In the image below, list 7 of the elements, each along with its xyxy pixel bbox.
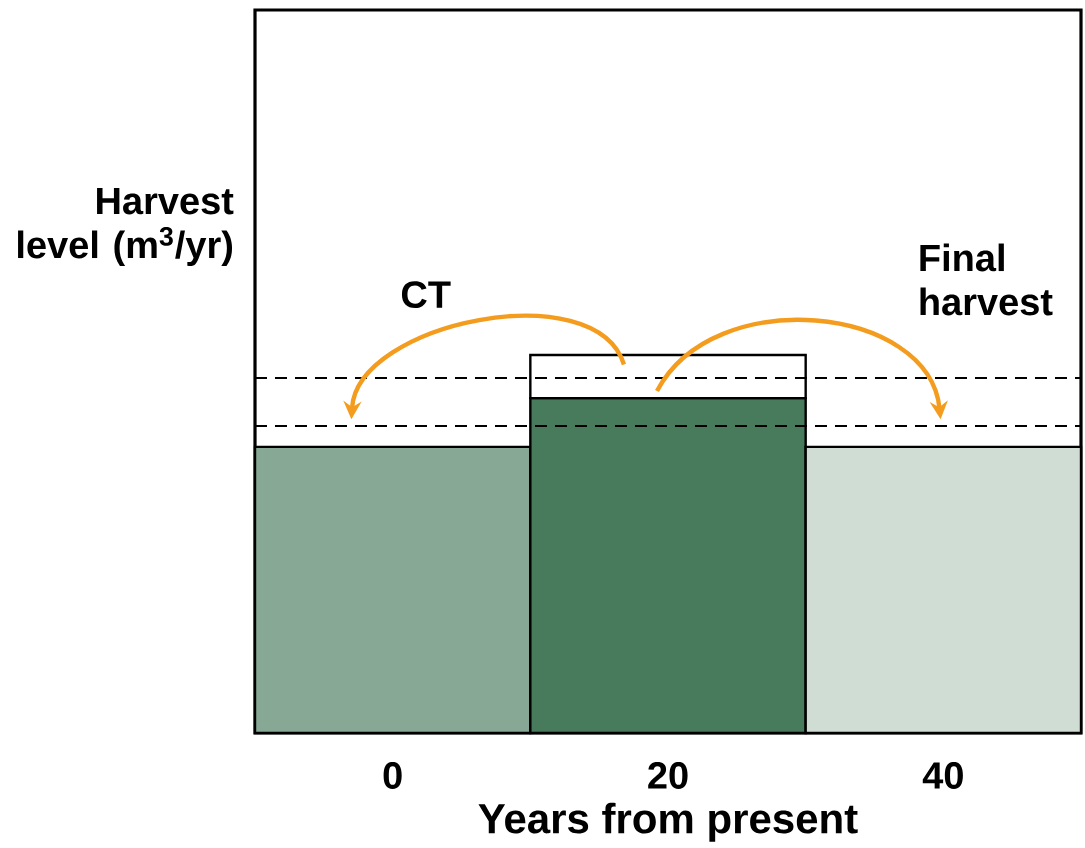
text: CT — [401, 281, 451, 309]
text: Final harvest — [920, 243, 1053, 316]
y-axis-title: Harvest level (m$^{3}$/yr) — [18, 187, 234, 266]
x-tick-label: 0 — [383, 762, 402, 789]
x-tick-label: 20 — [648, 762, 688, 789]
x-axis-title: Years from present — [478, 802, 858, 842]
x-tick-label: 40 — [922, 762, 963, 789]
